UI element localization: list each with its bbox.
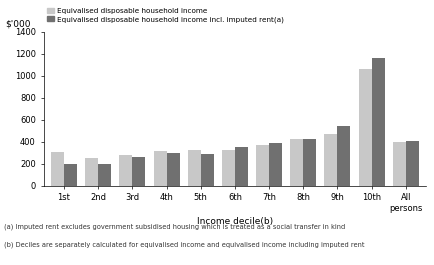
Bar [405,141,418,186]
Bar [153,152,166,186]
Bar [98,164,111,186]
Bar [371,58,384,186]
Bar [269,143,281,186]
X-axis label: Income decile(b): Income decile(b) [196,217,273,226]
Bar [85,157,98,186]
Bar [187,150,200,186]
Bar [302,139,316,186]
Bar [337,126,350,186]
Bar [221,150,234,186]
Bar [51,152,64,186]
Bar [392,142,405,186]
Bar [132,157,145,186]
Bar [358,69,371,186]
Bar [200,154,213,186]
Legend: Equivalised disposable household income, Equivalised disposable household income: Equivalised disposable household income,… [47,8,283,23]
Text: (b) Deciles are separately calculated for equivalised income and equivalised inc: (b) Deciles are separately calculated fo… [4,241,364,248]
Bar [234,147,247,186]
Text: $'000: $'000 [5,20,31,29]
Bar [324,134,337,185]
Bar [289,139,302,186]
Bar [64,164,77,186]
Bar [256,145,269,186]
Text: (a) Imputed rent excludes government subsidised housing which is treated as a so: (a) Imputed rent excludes government sub… [4,224,345,231]
Bar [119,155,132,186]
Bar [166,153,179,186]
